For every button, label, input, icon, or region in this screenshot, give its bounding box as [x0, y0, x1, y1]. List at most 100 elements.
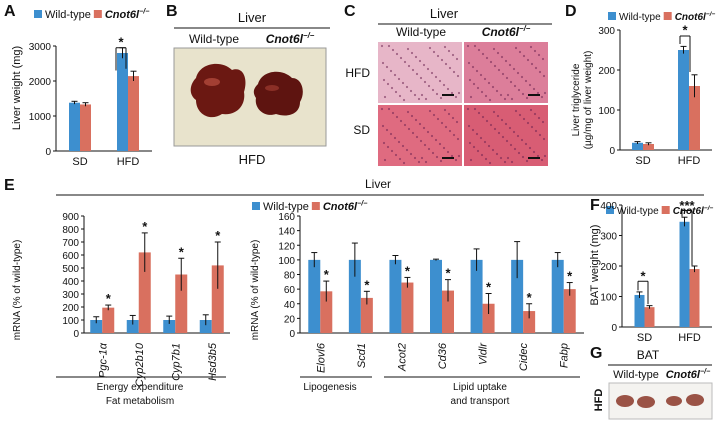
column-label-cnot6l: Cnot6l−/− [482, 24, 531, 39]
nucleus [397, 140, 401, 144]
nucleus [520, 75, 524, 79]
nucleus [473, 44, 477, 48]
bar-cnot6l-1 [360, 297, 373, 333]
group-label: Fat metabolism [106, 396, 174, 407]
nucleus [380, 44, 384, 48]
nucleus [385, 65, 389, 69]
highlight [204, 78, 220, 86]
bar-wild-type-3 [430, 259, 442, 333]
y-tick-label: 0 [609, 146, 615, 157]
nucleus [471, 128, 475, 132]
y-tick-label: 160 [278, 212, 295, 223]
y-tick-label: 40 [284, 300, 296, 311]
nucleus [381, 124, 385, 128]
nucleus [422, 126, 426, 130]
nucleus [491, 148, 495, 152]
nucleus [471, 65, 475, 69]
legend-swatch-wild-type [252, 202, 260, 210]
nucleus [521, 155, 525, 159]
bar-wild-type-5 [511, 259, 524, 333]
bar-wild-type-6 [551, 259, 564, 333]
category-label: Cyp2b10 [134, 342, 146, 387]
y-axis-label: BAT weight (mg) [589, 225, 601, 306]
category-label: Cd36 [437, 342, 449, 369]
y-tick-label: 400 [62, 277, 79, 288]
nucleus [447, 112, 451, 116]
bar-wild-type-3 [199, 320, 212, 333]
nucleus [411, 68, 415, 72]
condition-label: HFD [239, 152, 266, 167]
histology-tile [378, 105, 462, 166]
nucleus [427, 84, 431, 88]
legend-swatch-cnot6l [661, 206, 670, 214]
nucleus [509, 143, 513, 147]
nucleus [479, 73, 483, 77]
nucleus [533, 49, 537, 53]
y-tick-label: 120 [278, 241, 295, 252]
nucleus [483, 77, 487, 81]
nucleus [524, 142, 528, 146]
nucleus [455, 120, 459, 124]
nucleus [525, 96, 529, 100]
bat-tissue [616, 395, 634, 407]
nucleus [516, 71, 520, 75]
bar-cnot6l-0 [643, 144, 654, 150]
nucleus [402, 161, 406, 165]
panel-letter: F [590, 197, 600, 214]
y-tick-label: 200 [598, 66, 615, 77]
y-axis-label: (µg/mg of liver weight) [583, 51, 594, 150]
y-tick-label: 3000 [29, 42, 52, 53]
nucleus [401, 144, 405, 148]
nucleus [522, 117, 526, 121]
nucleus [499, 93, 503, 97]
nucleus [479, 136, 483, 140]
nucleus [454, 158, 458, 162]
panel-letter: E [4, 177, 15, 194]
legend-wild-type: Wild-type [263, 201, 309, 213]
nucleus [526, 121, 530, 125]
nucleus [447, 49, 451, 53]
nucleus [451, 116, 455, 120]
nucleus [418, 122, 422, 126]
nucleus [419, 76, 423, 80]
nucleus [543, 154, 547, 158]
significance-marker: * [445, 266, 451, 281]
legend-wild-type: Wild-type [619, 12, 661, 23]
nucleus [434, 138, 438, 142]
nucleus [383, 158, 387, 162]
bar-cnot6l-2 [175, 274, 188, 333]
nucleus [435, 92, 439, 96]
y-tick-label: 400 [600, 201, 617, 212]
nucleus [381, 61, 385, 65]
bar-cnot6l-0 [80, 104, 91, 151]
nucleus [529, 108, 533, 112]
bar-wild-type-1 [348, 259, 361, 333]
nucleus [417, 97, 421, 101]
legend-swatch-wild-type [34, 10, 42, 18]
bat-tissue [686, 394, 704, 406]
nucleus [510, 160, 514, 164]
liver-cnot6l [253, 71, 303, 116]
nucleus [516, 134, 520, 138]
nucleus [473, 107, 477, 111]
legend-cnot6l: Cnot6l−/− [675, 11, 716, 23]
nucleus [397, 77, 401, 81]
nucleus [513, 147, 517, 151]
nucleus [542, 74, 546, 78]
nucleus [439, 96, 443, 100]
nucleus [382, 78, 386, 82]
legend-cnot6l: Cnot6l−/− [323, 200, 368, 213]
nucleus [495, 89, 499, 93]
category-label: SD [72, 156, 87, 168]
y-tick-label: 300 [600, 232, 617, 243]
significance-marker: * [567, 269, 573, 284]
nucleus [405, 85, 409, 89]
category-label: Cyp7b1 [170, 343, 182, 381]
nucleus [497, 68, 501, 72]
nucleus [454, 95, 458, 99]
nucleus [426, 67, 430, 71]
y-tick-label: 20 [284, 314, 296, 325]
significance-marker: * [486, 280, 492, 295]
nucleus [514, 109, 518, 113]
nucleus [536, 91, 540, 95]
